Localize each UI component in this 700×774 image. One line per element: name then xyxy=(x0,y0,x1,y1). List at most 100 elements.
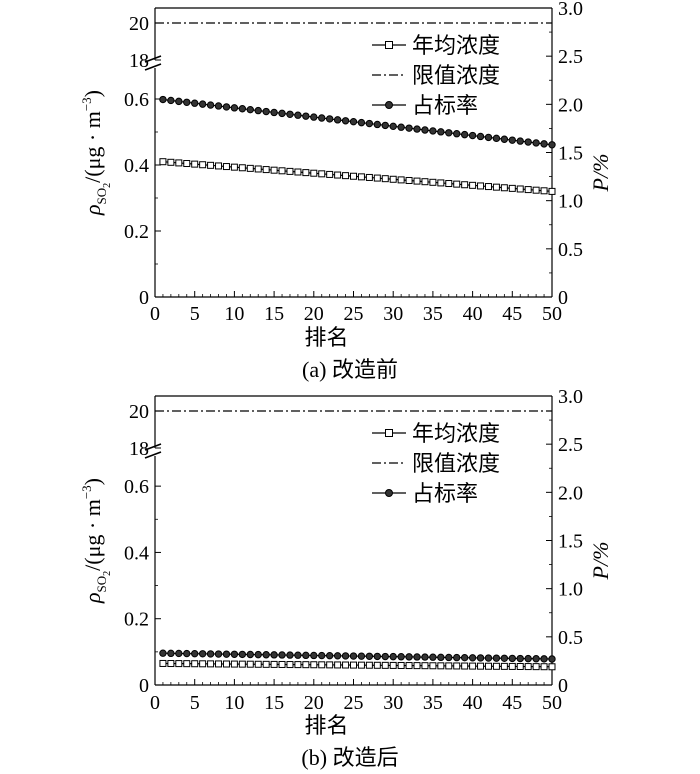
x-axis-label: 排名 xyxy=(304,713,348,738)
data-point-square xyxy=(429,662,437,670)
y-left-tick-label: 0 xyxy=(139,287,149,309)
data-point-circle xyxy=(524,654,532,663)
data-point-square xyxy=(159,659,167,667)
data-point-circle xyxy=(405,653,413,661)
data-point-circle xyxy=(357,652,366,660)
y-left-tick-label: 0.4 xyxy=(124,155,149,177)
x-tick-label: 50 xyxy=(542,303,562,325)
data-point-circle xyxy=(222,650,231,658)
data-point-square xyxy=(405,176,413,184)
data-point-circle xyxy=(492,654,501,662)
data-point-square xyxy=(326,661,334,669)
data-point-square xyxy=(548,187,556,195)
y-left-axis-label: ρSO2/(μg · m−3) xyxy=(79,90,113,216)
x-tick-label: 0 xyxy=(150,692,160,714)
legend-marker-circle xyxy=(385,101,393,109)
data-point-square xyxy=(310,169,318,177)
data-point-circle xyxy=(540,655,548,663)
x-tick-label: 5 xyxy=(190,303,200,325)
data-point-square xyxy=(246,164,254,172)
legend-label: 占标率 xyxy=(412,481,478,506)
data-point-square xyxy=(191,660,199,668)
x-tick-label: 25 xyxy=(344,303,364,325)
legend-label: 年均浓度 xyxy=(412,33,500,58)
y-right-axis-label: P/% xyxy=(588,542,613,581)
y-left-tick-label: 0.2 xyxy=(124,221,149,243)
data-point-square xyxy=(294,661,302,669)
data-point-circle xyxy=(397,653,405,661)
data-point-square xyxy=(230,163,238,171)
data-point-circle xyxy=(421,126,429,134)
data-point-square xyxy=(302,169,310,177)
data-point-square xyxy=(500,184,508,192)
data-point-circle xyxy=(286,651,294,659)
data-point-square xyxy=(215,660,223,668)
axis-break-mark xyxy=(144,63,162,71)
data-point-square xyxy=(461,662,469,670)
data-point-circle xyxy=(468,131,477,140)
data-point-square xyxy=(381,661,389,669)
data-point-square xyxy=(540,663,548,671)
y-right-tick-label: 0 xyxy=(558,675,568,697)
data-point-square xyxy=(508,662,516,670)
data-point-square xyxy=(191,160,199,168)
data-point-circle xyxy=(310,113,318,121)
data-point-circle xyxy=(413,653,421,661)
data-point-square xyxy=(254,660,262,668)
x-tick-label: 30 xyxy=(383,303,403,325)
data-point-square xyxy=(238,660,246,668)
x-tick-label: 20 xyxy=(304,303,324,325)
y-right-tick-label: 1.0 xyxy=(558,579,583,601)
panel-caption: (a) 改造前 xyxy=(302,357,398,382)
data-point-square xyxy=(532,186,540,194)
data-point-circle xyxy=(437,128,445,136)
legend-label: 限值浓度 xyxy=(412,451,500,476)
data-point-circle xyxy=(516,654,524,663)
axis-break-mark xyxy=(144,451,162,459)
data-point-circle xyxy=(254,650,262,659)
data-point-square xyxy=(262,166,270,174)
data-point-circle xyxy=(254,106,262,115)
data-point-circle xyxy=(468,654,477,662)
data-point-square xyxy=(413,177,421,185)
data-point-square xyxy=(334,171,342,179)
y-left-break-tick-label: 20 xyxy=(129,401,149,423)
data-point-circle xyxy=(262,651,270,659)
data-point-square xyxy=(453,180,461,188)
data-point-circle xyxy=(373,120,382,129)
data-point-circle xyxy=(532,655,540,663)
data-point-circle xyxy=(206,650,215,658)
data-point-circle xyxy=(445,653,453,662)
data-point-square xyxy=(175,159,183,167)
data-point-circle xyxy=(238,105,247,113)
data-point-square xyxy=(215,162,223,170)
data-point-square xyxy=(373,174,381,182)
y-right-tick-label: 0 xyxy=(558,287,568,309)
data-point-square xyxy=(183,660,191,668)
data-point-square xyxy=(397,176,405,184)
data-point-circle xyxy=(445,129,453,137)
data-point-circle xyxy=(318,114,326,122)
x-tick-label: 35 xyxy=(423,303,443,325)
y-right-tick-label: 2.5 xyxy=(558,46,583,68)
data-point-circle xyxy=(270,108,278,117)
data-point-square xyxy=(342,661,350,669)
y-right-tick-label: 3.0 xyxy=(558,386,583,408)
data-point-square xyxy=(445,662,453,670)
data-point-circle xyxy=(159,649,167,657)
data-point-square xyxy=(350,661,357,669)
data-point-circle xyxy=(500,135,509,143)
data-point-square xyxy=(484,662,492,670)
data-point-circle xyxy=(349,652,358,660)
data-point-square xyxy=(310,661,318,669)
chart-panel-b: 0 5 10 15 20 25 30 35 40 45 5000.20.40.6182000.51.… xyxy=(79,386,613,770)
data-point-circle xyxy=(365,119,374,128)
data-point-square xyxy=(484,183,492,191)
data-point-square xyxy=(222,163,230,171)
data-point-circle xyxy=(381,652,389,661)
y-left-break-tick-label: 18 xyxy=(129,438,149,460)
data-point-circle xyxy=(214,650,223,658)
x-tick-label: 40 xyxy=(463,692,483,714)
data-point-square xyxy=(437,662,445,670)
